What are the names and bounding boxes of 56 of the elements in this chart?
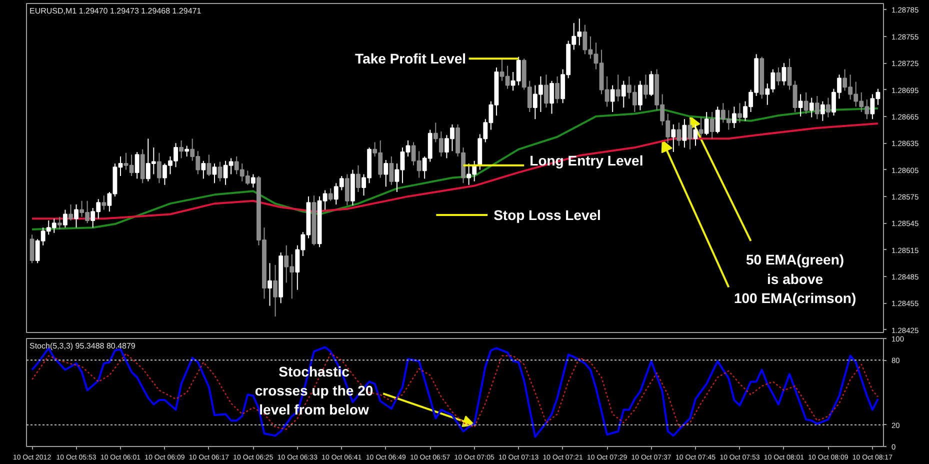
candlestick — [268, 262, 272, 306]
chart-title: Stoch(5,3,3) 95.3488 80.4879 — [30, 342, 136, 350]
candlestick — [62, 209, 68, 228]
candlestick — [218, 161, 222, 182]
candlestick — [671, 124, 676, 152]
candlestick — [804, 92, 808, 114]
candlestick — [776, 67, 781, 86]
candlestick — [644, 74, 648, 100]
annotation: Take Profit Level — [355, 50, 466, 67]
candlestick — [328, 188, 333, 202]
annotation: Long Entry Level — [530, 152, 644, 168]
candlestick — [688, 118, 692, 150]
candlestick — [704, 111, 709, 136]
candlestick — [384, 159, 388, 188]
candlestick — [273, 264, 278, 317]
candlestick — [250, 174, 256, 188]
candlestick — [68, 204, 73, 221]
candlestick — [798, 94, 803, 117]
candlestick — [809, 97, 814, 118]
candlestick — [820, 100, 825, 122]
candlestick — [676, 122, 682, 146]
candlestick — [57, 216, 62, 230]
candlestick — [698, 116, 704, 138]
candlestick — [682, 118, 687, 148]
candlestick — [389, 156, 394, 186]
candlestick — [544, 74, 548, 108]
candlestick — [649, 70, 654, 96]
candlestick — [610, 84, 615, 112]
candlestick — [638, 80, 642, 111]
candlestick — [134, 151, 140, 180]
annotation: Stop Loss Level — [494, 207, 601, 224]
candlestick — [738, 102, 742, 124]
candlestick — [550, 80, 554, 114]
candlestick — [74, 204, 78, 228]
candlestick — [206, 154, 212, 177]
candlestick — [710, 111, 714, 140]
candlestick — [344, 174, 350, 206]
candlestick — [179, 140, 184, 159]
candlestick — [201, 160, 206, 180]
candlestick — [212, 163, 217, 184]
line-series — [31, 353, 879, 430]
chart-title: EURUSD,M1 1.29470 1.29473 1.29468 1.29471 — [30, 6, 202, 16]
candlestick — [782, 62, 786, 86]
candlestick — [156, 152, 162, 184]
annotation: 50 EMA(green) is above 100 EMA(crimson) — [734, 252, 856, 306]
candlestick — [184, 145, 190, 157]
candlestick — [826, 97, 830, 118]
candlestick — [555, 76, 560, 104]
candlestick — [732, 106, 736, 128]
candlestick — [30, 234, 34, 264]
candlestick — [814, 95, 820, 120]
candlestick — [621, 80, 626, 108]
candlestick — [356, 164, 360, 193]
candlestick — [715, 106, 720, 134]
candlestick — [616, 74, 620, 102]
candlestick — [102, 195, 106, 210]
